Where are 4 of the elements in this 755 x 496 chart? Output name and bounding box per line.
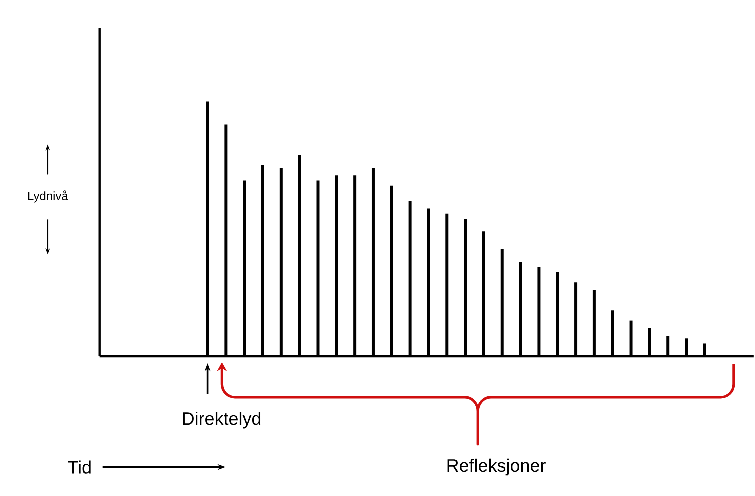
- text: Tid: [68, 460, 91, 474]
- text: Direktelyd: [183, 412, 261, 429]
- text: Refleksjoner: [448, 458, 546, 476]
- text: Lydnivå: [28, 190, 68, 203]
